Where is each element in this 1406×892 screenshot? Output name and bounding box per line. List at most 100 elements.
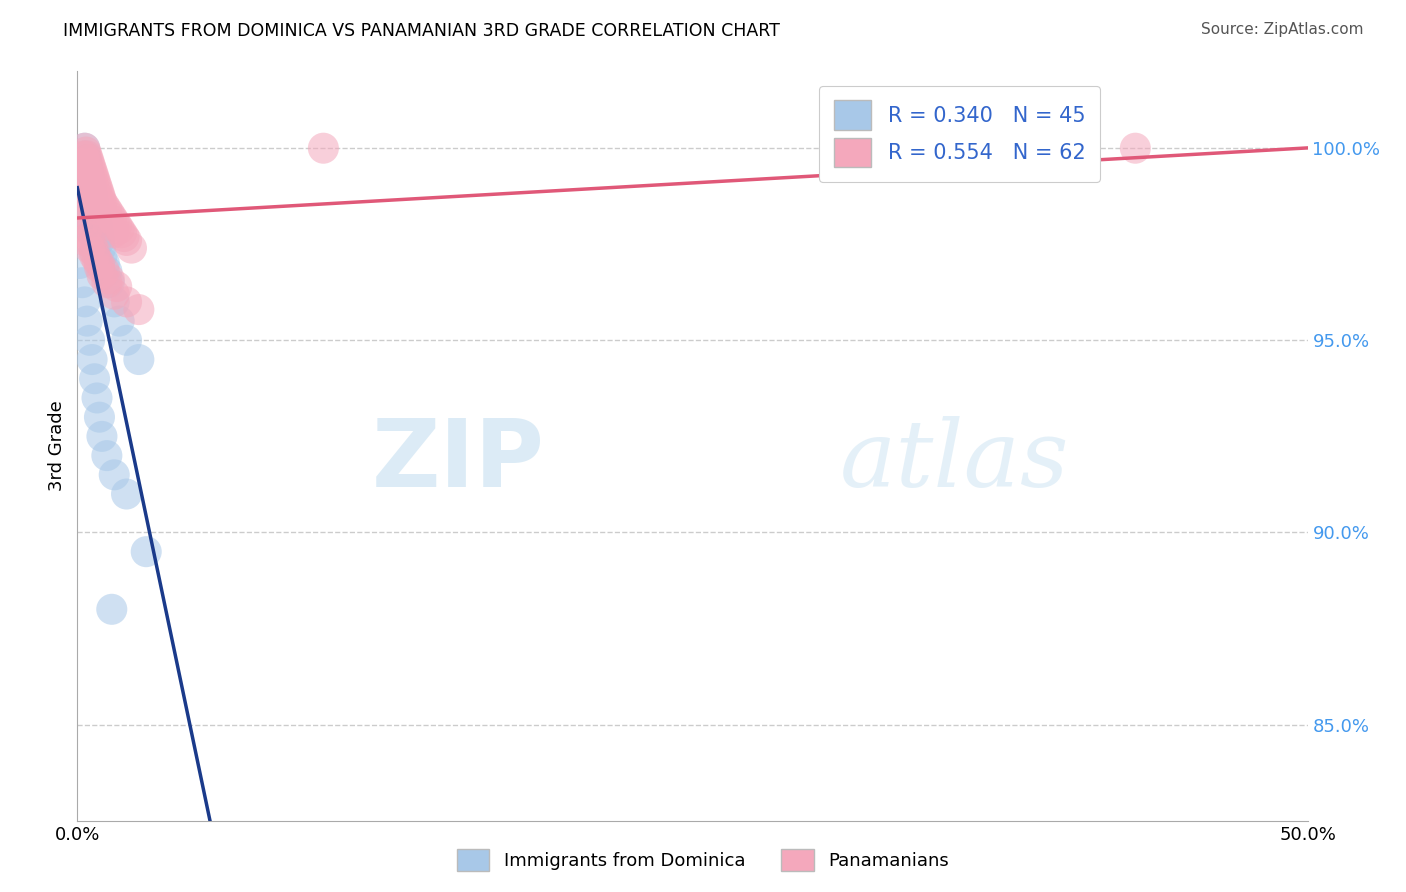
Point [73,234,96,248]
Point [98,206,121,220]
Point [76,156,98,170]
Point [111,226,132,240]
Point [72,149,94,163]
Point [70,164,93,178]
Point [86,179,108,194]
Point [86,391,108,405]
Point [1125,141,1147,155]
Point [73,141,96,155]
Point [89,256,111,270]
Point [103,287,125,301]
Point [105,218,128,232]
Point [96,202,118,217]
Point [69,172,91,186]
Point [79,334,101,348]
Point [98,272,121,286]
Point [80,161,103,175]
Point [83,244,105,259]
Legend: R = 0.340   N = 45, R = 0.554   N = 62: R = 0.340 N = 45, R = 0.554 N = 62 [820,86,1101,182]
Point [101,211,124,225]
Point [112,229,135,244]
Point [82,168,104,182]
Point [70,276,93,290]
Point [96,264,118,278]
Point [98,276,121,290]
Point [96,449,118,463]
Point [75,191,97,205]
Point [105,279,128,293]
Point [93,256,115,270]
Point [86,252,108,267]
Point [90,241,112,255]
Point [70,206,93,220]
Point [97,218,120,232]
Point [89,187,111,202]
Point [103,214,125,228]
Point [108,222,131,236]
Point [115,334,138,348]
Point [83,172,105,186]
Point [80,179,103,194]
Point [128,352,150,367]
Point [84,211,107,225]
Point [128,302,150,317]
Point [101,602,124,616]
Point [312,141,335,155]
Point [79,241,101,255]
Point [72,179,94,194]
Point [103,467,125,482]
Point [75,199,97,213]
Point [70,179,93,194]
Point [87,226,110,240]
Point [84,176,107,190]
Point [83,202,105,217]
Point [90,268,114,282]
Y-axis label: 3rd Grade: 3rd Grade [48,401,66,491]
Point [87,202,110,217]
Point [77,164,100,178]
Point [82,237,104,252]
Point [101,226,124,240]
Point [87,184,110,198]
Point [82,352,104,367]
Point [70,199,93,213]
Point [75,149,97,163]
Point [86,218,108,232]
Point [73,294,96,309]
Point [73,214,96,228]
Point [77,153,100,167]
Point [84,237,107,252]
Point [76,222,98,236]
Point [89,410,111,425]
Point [83,372,105,386]
Point [70,179,93,194]
Point [82,194,104,209]
Legend: Immigrants from Dominica, Panamanians: Immigrants from Dominica, Panamanians [450,842,956,879]
Point [83,249,105,263]
Point [96,276,118,290]
Text: atlas: atlas [841,416,1070,506]
Point [82,187,104,202]
Point [103,294,125,309]
Point [90,429,114,443]
Point [73,141,96,155]
Point [90,191,112,205]
Point [70,184,93,198]
Text: Source: ZipAtlas.com: Source: ZipAtlas.com [1201,22,1364,37]
Text: IMMIGRANTS FROM DOMINICA VS PANAMANIAN 3RD GRADE CORRELATION CHART: IMMIGRANTS FROM DOMINICA VS PANAMANIAN 3… [63,22,780,40]
Point [115,487,138,501]
Point [72,161,94,175]
Text: ZIP: ZIP [373,415,546,507]
Point [76,149,98,163]
Point [75,145,97,159]
Point [115,234,138,248]
Point [76,314,98,328]
Point [108,314,131,328]
Point [80,218,103,232]
Point [79,156,101,170]
Point [91,211,114,225]
Point [89,260,111,275]
Point [89,234,111,248]
Point [90,194,114,209]
Point [79,172,101,186]
